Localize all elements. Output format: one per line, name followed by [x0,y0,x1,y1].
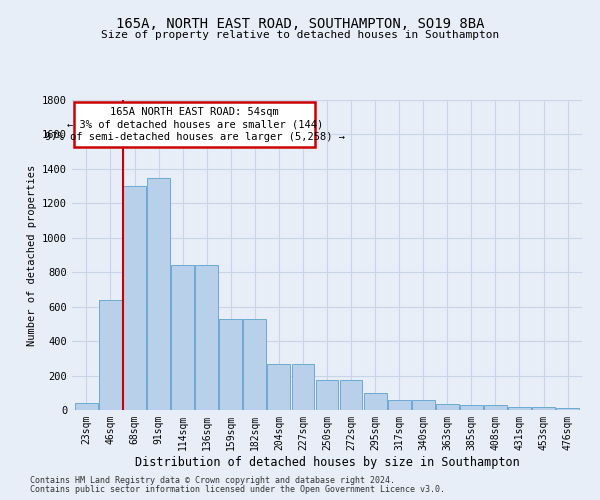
Bar [74,102,315,146]
Bar [99,300,122,410]
Bar [292,364,314,410]
Bar [436,404,459,410]
X-axis label: Distribution of detached houses by size in Southampton: Distribution of detached houses by size … [134,456,520,468]
Text: 165A NORTH EAST ROAD: 54sqm: 165A NORTH EAST ROAD: 54sqm [110,106,279,117]
Text: ← 3% of detached houses are smaller (144): ← 3% of detached houses are smaller (144… [67,119,323,129]
Y-axis label: Number of detached properties: Number of detached properties [26,164,37,346]
Bar [75,403,98,410]
Bar [484,405,507,410]
Bar [147,178,170,410]
Bar [556,408,579,410]
Bar [195,266,218,410]
Bar [388,400,410,410]
Bar [364,393,386,410]
Bar [460,405,483,410]
Bar [532,408,555,410]
Bar [268,364,290,410]
Bar [123,186,146,410]
Bar [316,380,338,410]
Bar [508,406,531,410]
Text: Contains HM Land Registry data © Crown copyright and database right 2024.: Contains HM Land Registry data © Crown c… [30,476,395,485]
Bar [412,400,434,410]
Text: 165A, NORTH EAST ROAD, SOUTHAMPTON, SO19 8BA: 165A, NORTH EAST ROAD, SOUTHAMPTON, SO19… [116,18,484,32]
Bar [340,380,362,410]
Bar [244,318,266,410]
Bar [171,266,194,410]
Bar [220,318,242,410]
Text: Contains public sector information licensed under the Open Government Licence v3: Contains public sector information licen… [30,485,445,494]
Text: Size of property relative to detached houses in Southampton: Size of property relative to detached ho… [101,30,499,40]
Text: 97% of semi-detached houses are larger (5,258) →: 97% of semi-detached houses are larger (… [44,132,344,141]
